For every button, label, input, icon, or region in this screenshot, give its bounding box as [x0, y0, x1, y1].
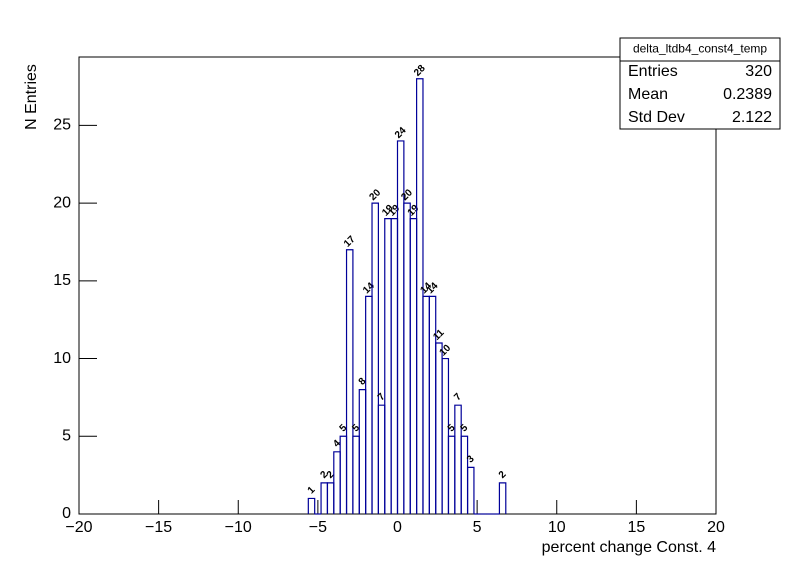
x-tick-label: −10	[225, 519, 252, 536]
histogram-bin	[460, 435, 469, 514]
value-label: 20	[399, 187, 415, 203]
histogram-bin	[447, 435, 456, 514]
value-label: 7	[452, 391, 464, 403]
x-tick-label: 20	[707, 519, 725, 536]
y-tick-label: 0	[62, 505, 71, 522]
y-tick-label: 20	[53, 194, 71, 211]
value-label: 17	[342, 234, 358, 250]
value-label: 1	[306, 484, 318, 496]
histogram-bin	[320, 482, 329, 514]
histogram-bin	[352, 435, 360, 514]
value-label: 5	[446, 422, 458, 434]
value-label: 24	[393, 125, 409, 141]
stats-frame	[619, 37, 781, 130]
histogram-bin	[371, 202, 379, 514]
histogram-bin	[326, 482, 335, 514]
value-label: 3	[465, 453, 477, 465]
value-label: 7	[376, 391, 388, 403]
value-label: 14	[361, 280, 377, 296]
value-label: 5	[338, 422, 350, 434]
stats-title: delta_ltdb4_const4_temp	[633, 42, 767, 56]
histogram-bin	[384, 218, 392, 514]
stats-label: Entries	[628, 63, 678, 80]
histogram-bin	[466, 466, 475, 514]
stats-value: 0.2389	[723, 86, 772, 103]
histogram-bin	[365, 295, 373, 514]
x-tick-label: −5	[309, 519, 327, 536]
histogram-bin	[498, 482, 507, 514]
stats-value: 320	[745, 63, 772, 80]
histogram-bin	[409, 218, 418, 514]
value-label: 4	[331, 438, 343, 450]
y-axis-label: N Entries	[23, 64, 40, 130]
histogram-bin	[307, 497, 316, 514]
histogram-bin	[333, 451, 341, 514]
x-axis-label: percent change Const. 4	[542, 539, 716, 556]
value-label: 11	[431, 327, 447, 343]
histogram-bin	[441, 357, 450, 514]
y-tick-label: 25	[53, 117, 71, 134]
histogram-bin	[454, 404, 462, 514]
value-label: 19	[406, 203, 422, 219]
x-tick-label: 0	[393, 519, 402, 536]
stats-box: delta_ltdb4_const4_temp Entries 320 Mean 0.…	[619, 37, 781, 130]
x-tick-label: 5	[473, 519, 482, 536]
y-tick-label: 15	[53, 272, 71, 289]
histogram-bin	[422, 295, 430, 514]
value-label: 8	[357, 376, 369, 388]
x-tick-label: 15	[627, 519, 645, 536]
stats-value: 2.122	[732, 109, 772, 126]
x-tick-label: −20	[65, 519, 92, 536]
value-label: 20	[367, 187, 383, 203]
stats-label: Mean	[628, 86, 668, 103]
value-label: 5	[459, 422, 471, 434]
histogram-bin	[390, 218, 399, 514]
value-label: 5	[350, 422, 362, 434]
histogram-bin	[358, 389, 367, 514]
histogram-bin	[416, 78, 424, 514]
histogram-bin	[345, 249, 354, 514]
value-label: 28	[412, 63, 428, 79]
stats-label: Std Dev	[628, 109, 685, 126]
histogram-bin	[339, 435, 348, 514]
histogram-bin	[403, 202, 411, 514]
y-tick-label: 5	[62, 427, 71, 444]
x-tick-label: −15	[145, 519, 172, 536]
histogram-bin	[435, 342, 443, 514]
x-tick-label: 10	[548, 519, 566, 536]
y-tick-label: 10	[53, 350, 71, 367]
histogram-bin	[377, 404, 386, 514]
value-label: 10	[438, 343, 454, 359]
histogram-bin	[428, 295, 437, 514]
value-label: 2	[497, 469, 509, 481]
